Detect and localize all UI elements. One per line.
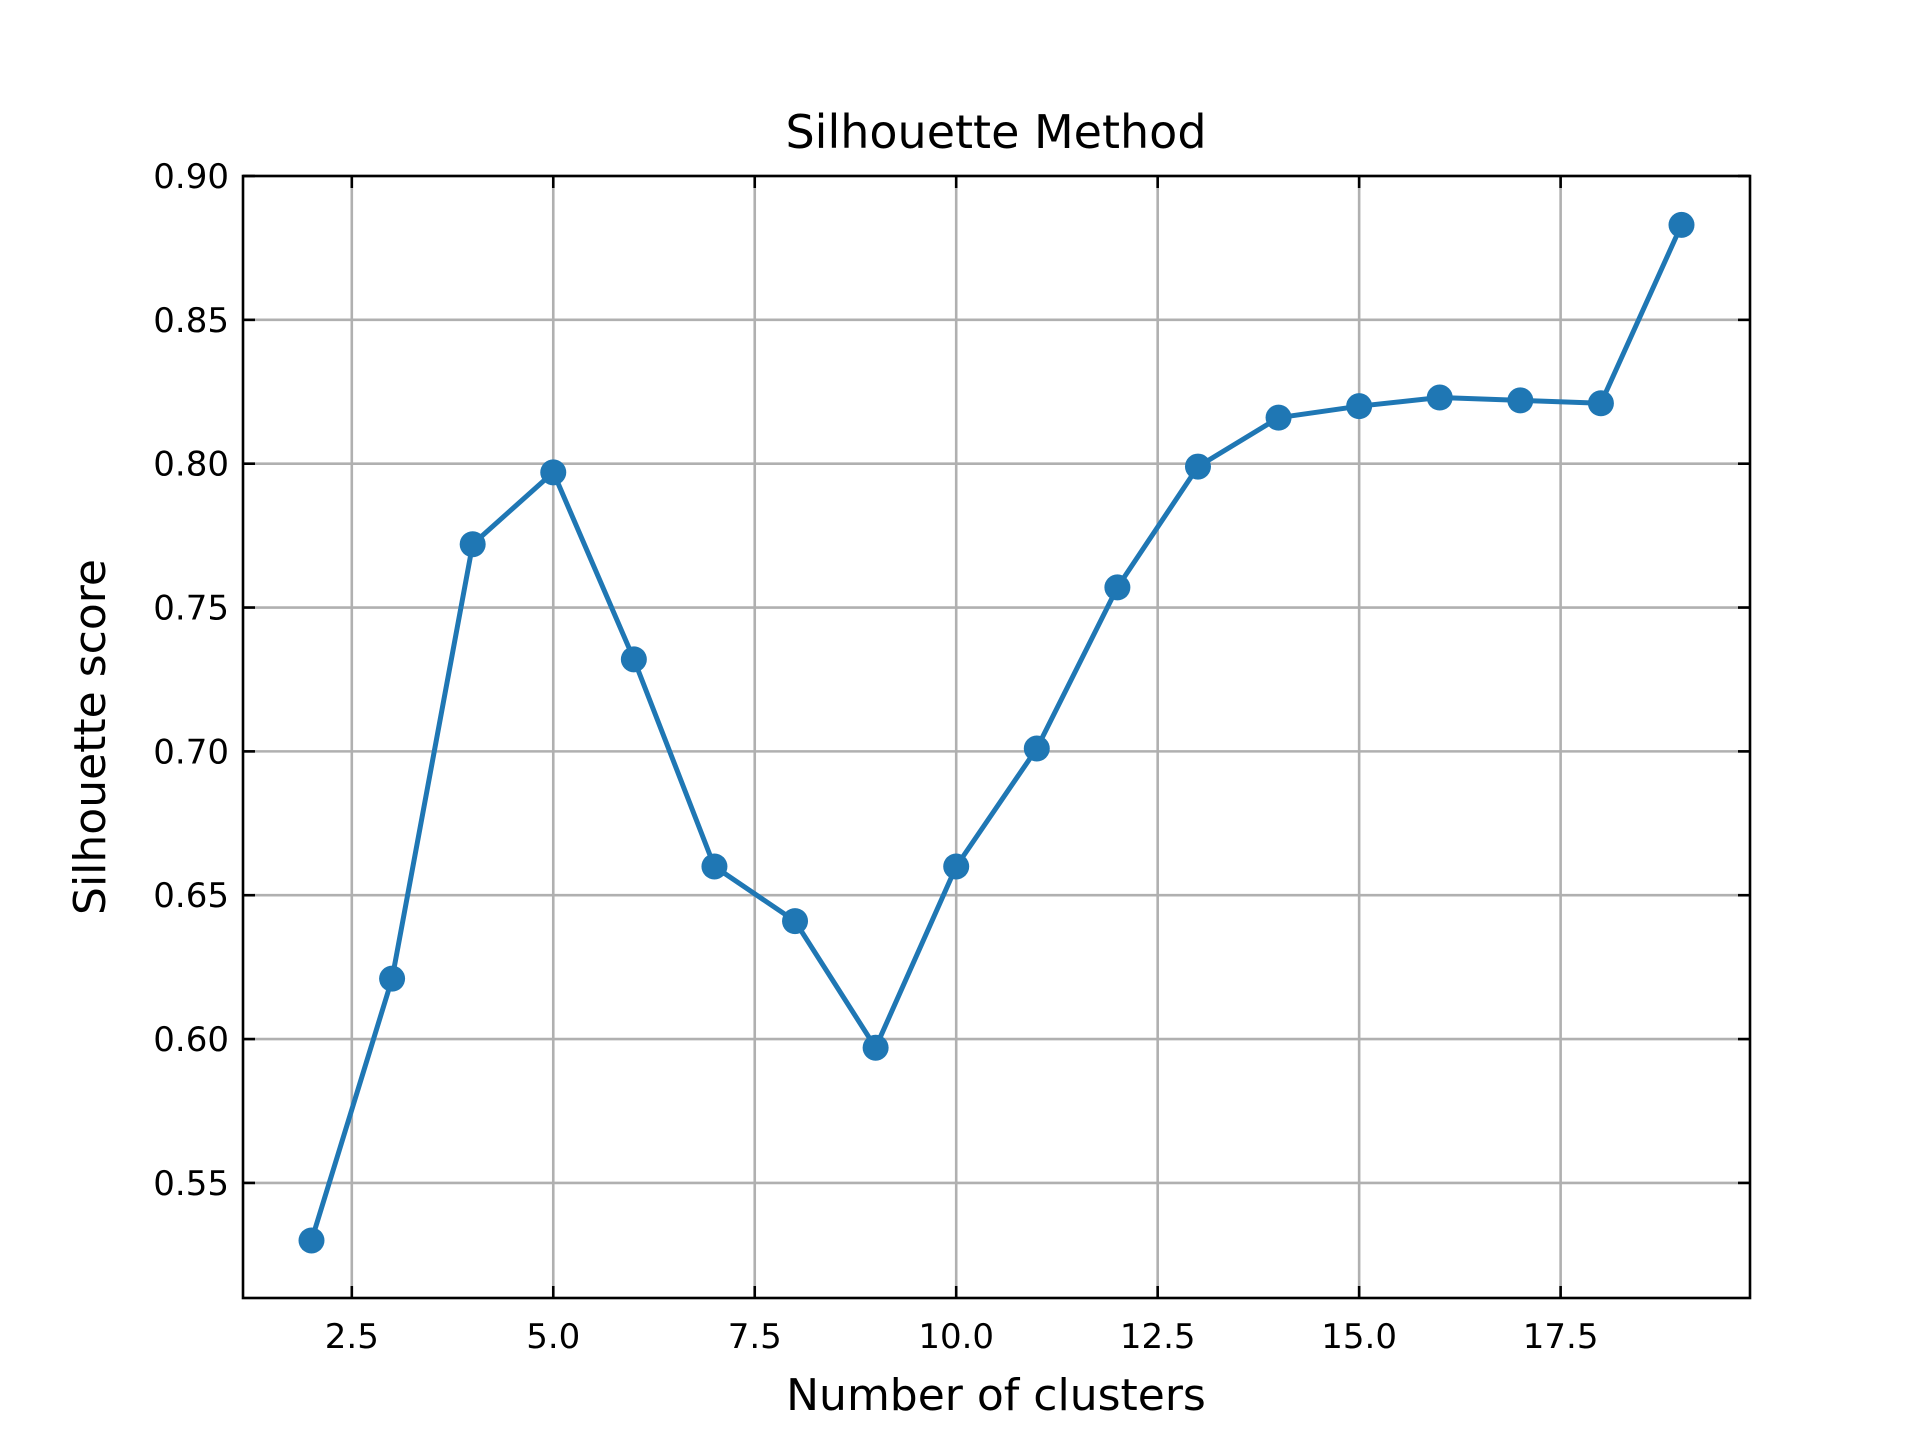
grid-layer <box>243 174 1750 1298</box>
data-point <box>1184 453 1211 480</box>
data-point <box>1587 390 1614 417</box>
x-tick-label: 17.5 <box>1523 1317 1599 1357</box>
data-point <box>1426 384 1453 411</box>
data-point <box>620 646 647 673</box>
data-point <box>1265 404 1292 431</box>
y-tick-label: 0.55 <box>153 1164 229 1204</box>
x-tick-label: 7.5 <box>728 1317 782 1357</box>
y-tick-label: 0.85 <box>153 301 229 341</box>
data-point <box>782 908 809 935</box>
x-axis-label: Number of clusters <box>786 1370 1206 1421</box>
data-point <box>1507 387 1534 414</box>
x-tick-label: 2.5 <box>325 1317 379 1357</box>
y-tick-labels: 0.55 0.60 0.65 0.70 0.75 0.80 0.85 0.90 <box>153 157 229 1204</box>
chart-title: Silhouette Method <box>785 105 1206 159</box>
data-point <box>1668 211 1695 238</box>
data-point <box>1023 735 1050 762</box>
y-tick-label: 0.90 <box>153 157 229 197</box>
x-tick-label: 5.0 <box>526 1317 580 1357</box>
data-point <box>943 853 970 880</box>
y-tick-label: 0.75 <box>153 589 229 629</box>
y-tick-label: 0.80 <box>153 445 229 485</box>
plot-frame <box>241 174 1752 1300</box>
data-point <box>1104 574 1131 601</box>
series-layer <box>298 211 1695 1254</box>
data-point <box>862 1034 889 1061</box>
data-point <box>298 1227 325 1254</box>
x-tick-label: 12.5 <box>1120 1317 1196 1357</box>
data-point <box>1346 393 1373 420</box>
data-point <box>459 531 486 558</box>
data-point <box>540 459 567 486</box>
y-tick-label: 0.60 <box>153 1020 229 1060</box>
x-tick-label: 15.0 <box>1321 1317 1397 1357</box>
y-tick-label: 0.65 <box>153 876 229 916</box>
data-point <box>701 853 728 880</box>
x-tick-labels: 2.5 5.0 7.5 10.0 12.5 15.0 17.5 <box>325 1317 1599 1357</box>
y-axis-label: Silhouette score <box>65 559 116 915</box>
y-tick-label: 0.70 <box>153 732 229 772</box>
x-tick-label: 10.0 <box>918 1317 994 1357</box>
ticks-layer <box>243 174 1750 1298</box>
series-line <box>309 223 1684 1242</box>
data-point <box>379 965 406 992</box>
